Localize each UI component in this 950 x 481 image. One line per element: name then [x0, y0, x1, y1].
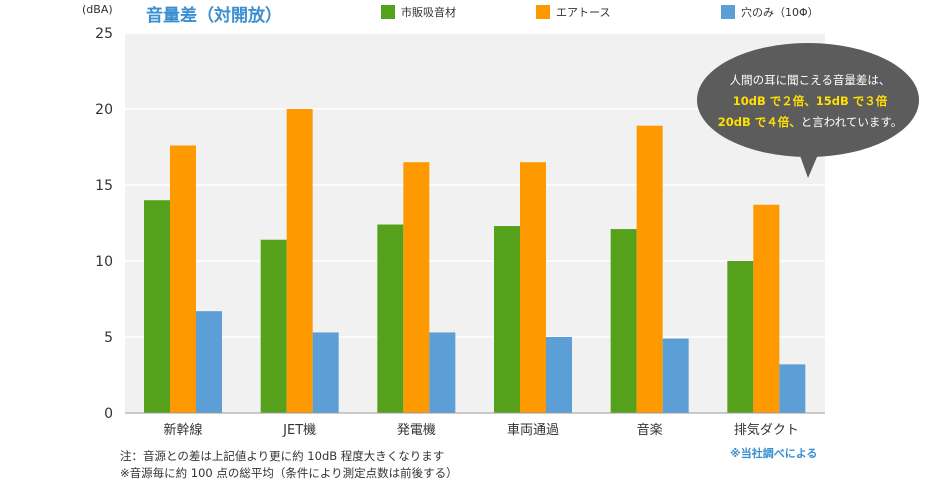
- y-tick-label: 20: [95, 102, 113, 118]
- source-note: ※当社調べによる: [730, 447, 818, 460]
- y-tick-label: 25: [95, 26, 113, 42]
- x-tick-label: 発電機: [397, 423, 436, 438]
- legend-swatch-green: [381, 5, 395, 19]
- callout-line-3: 20dB で４倍、と言われています。: [706, 112, 914, 133]
- legend-label: 穴のみ（10Φ）: [741, 6, 819, 19]
- callout-text: 人間の耳に聞こえる音量差は、 10dB で２倍、15dB で３倍 20dB で４…: [706, 70, 914, 133]
- y-axis-unit: (dBA): [82, 3, 113, 16]
- y-tick-label: 5: [104, 330, 113, 346]
- bar-1-5: [753, 204, 780, 413]
- x-axis-ticks: 新幹線 JET機 発電機 車両通過 音楽 排気ダクト: [163, 422, 798, 438]
- legend-item-hole: 穴のみ（10Φ）: [721, 5, 819, 19]
- legend-swatch-blue: [721, 5, 735, 19]
- x-tick-label: 音楽: [637, 422, 663, 438]
- y-tick-label: 10: [95, 254, 113, 270]
- y-tick-label: 0: [104, 406, 113, 422]
- bar-0-2: [377, 224, 404, 413]
- y-tick-label: 15: [95, 178, 113, 194]
- x-tick-label: 車両通過: [507, 423, 559, 438]
- bar-2-3: [546, 337, 572, 413]
- bar-0-3: [494, 226, 520, 413]
- legend-label: エアトース: [556, 6, 611, 19]
- chart-title: 音量差（対開放）: [146, 6, 282, 26]
- bar-1-3: [520, 162, 546, 413]
- bar-1-0: [170, 145, 196, 414]
- bar-1-2: [403, 162, 430, 413]
- bar-2-4: [662, 338, 689, 413]
- bar-1-4: [636, 125, 663, 413]
- x-tick-label: JET機: [282, 423, 316, 438]
- legend-label: 市販吸音材: [401, 6, 456, 19]
- bar-0-5: [727, 261, 754, 413]
- legend-swatch-orange: [536, 5, 550, 19]
- callout-line-3-highlight: 20dB で４倍、: [717, 115, 801, 129]
- bar-0-1: [260, 239, 287, 413]
- bar-0-4: [610, 229, 637, 413]
- callout-line-1: 人間の耳に聞こえる音量差は、: [729, 73, 891, 87]
- callout-bubble: [697, 43, 919, 178]
- bars: [144, 109, 806, 414]
- bar-0-0: [144, 200, 170, 413]
- bar-2-5: [779, 364, 806, 413]
- bar-2-1: [312, 332, 339, 413]
- footnote-1: 注：音源との差は上記値より更に約 10dB 程度大きくなります: [120, 449, 445, 463]
- footnote-2: ※音源毎に約 100 点の総平均（条件により測定点数は前後する）: [120, 466, 458, 480]
- callout-line-3-rest: と言われています。: [800, 115, 903, 129]
- x-tick-label: 新幹線: [163, 422, 202, 438]
- legend-item-airtos: エアトース: [536, 5, 610, 19]
- bar-2-0: [196, 311, 222, 413]
- grid-lines: [125, 32, 825, 338]
- y-axis-ticks: 0 5 10 15 20 25: [95, 26, 113, 422]
- bar-1-1: [286, 109, 313, 413]
- legend-item-commercial: 市販吸音材: [381, 5, 456, 19]
- x-tick-label: 排気ダクト: [734, 422, 799, 438]
- bar-2-2: [429, 332, 456, 413]
- callout-line-2: 10dB で２倍、15dB で３倍: [732, 94, 888, 108]
